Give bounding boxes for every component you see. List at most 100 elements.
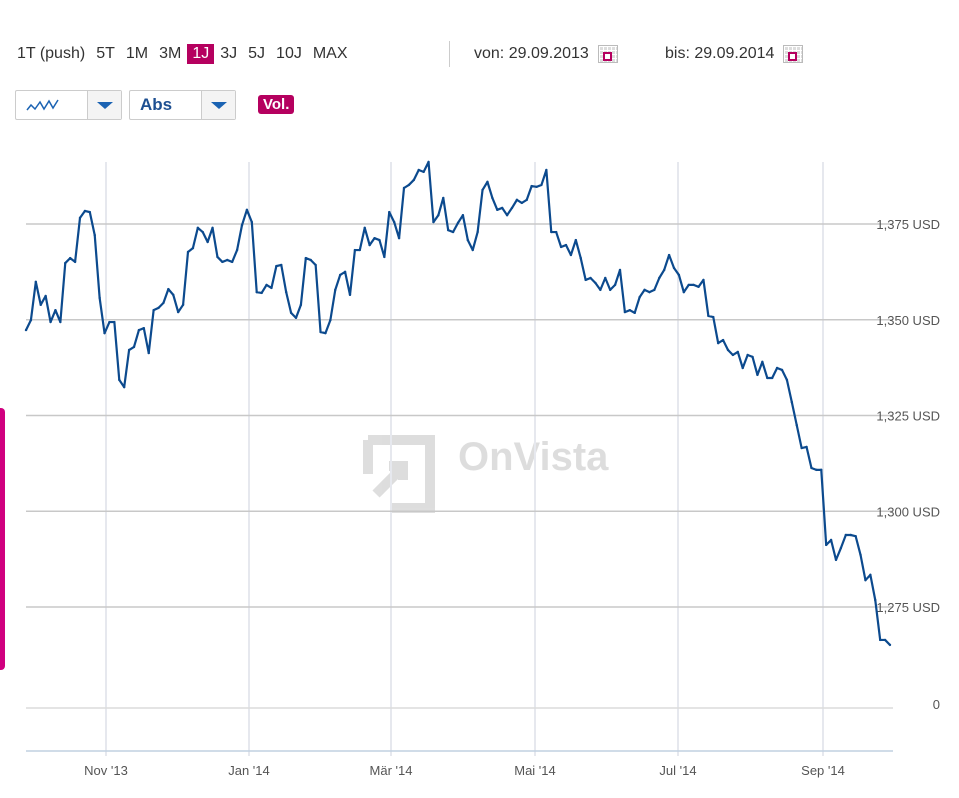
data-point [270, 286, 273, 290]
x-tick-label: Mai '14 [514, 763, 556, 778]
data-point [373, 236, 376, 240]
data-point [68, 256, 72, 260]
data-point [741, 366, 744, 370]
data-point [334, 288, 337, 292]
data-point [412, 178, 416, 182]
data-point [854, 534, 857, 538]
side-tab[interactable] [0, 408, 5, 670]
y-tick-label: 1,325 USD [876, 409, 940, 424]
data-point [358, 248, 362, 252]
data-point [790, 400, 794, 404]
data-point [108, 320, 111, 324]
data-point [235, 248, 239, 252]
data-point [172, 293, 175, 297]
data-point [667, 253, 671, 257]
data-point [648, 290, 651, 294]
range-5j[interactable]: 5J [248, 45, 266, 62]
data-point [618, 268, 622, 272]
dropdown-button[interactable] [201, 91, 235, 119]
data-point [540, 183, 543, 187]
data-point [746, 353, 749, 357]
x-tick-label: Jul '14 [659, 763, 696, 778]
calendar-icon[interactable] [597, 45, 618, 63]
calendar-icon[interactable] [783, 45, 804, 63]
data-point [785, 378, 789, 382]
range-1m[interactable]: 1M [125, 45, 149, 62]
data-point [24, 328, 28, 332]
data-point [569, 253, 573, 257]
data-point [319, 330, 322, 334]
data-point [481, 188, 484, 192]
from-date-value[interactable]: 29.09.2013 [508, 45, 589, 62]
range-max[interactable]: MAX [312, 45, 348, 62]
mode-label: Abs [140, 95, 173, 114]
range-1j[interactable]: 1J [187, 44, 215, 64]
data-point [520, 201, 524, 205]
data-point [559, 245, 563, 249]
data-point [383, 255, 386, 259]
range-10j[interactable]: 10J [276, 45, 302, 62]
data-point [608, 288, 612, 292]
data-point [456, 221, 460, 225]
data-point [491, 196, 494, 200]
data-point [353, 248, 357, 252]
data-point [446, 228, 450, 232]
data-point [623, 310, 627, 314]
data-point [363, 226, 366, 230]
data-point [437, 213, 440, 217]
data-point [770, 376, 774, 380]
line-chart-icon [16, 91, 87, 119]
data-point [162, 301, 165, 305]
y-tick-label: 1,300 USD [876, 504, 940, 519]
data-point [820, 468, 823, 472]
range-3j[interactable]: 3J [220, 45, 238, 62]
range-1t-push-[interactable]: 1T (push) [17, 45, 86, 62]
data-point [157, 306, 160, 310]
x-tick-label: Nov '13 [84, 763, 128, 778]
data-point [196, 226, 200, 230]
data-point [324, 331, 327, 335]
mode-select[interactable]: Abs [129, 90, 236, 120]
volume-toggle[interactable]: Vol. [258, 95, 295, 114]
data-point [864, 578, 867, 582]
data-point [49, 320, 52, 324]
data-point [486, 180, 489, 184]
data-point [697, 285, 700, 289]
range-5t[interactable]: 5T [96, 45, 115, 62]
data-point [849, 533, 852, 537]
data-point [550, 230, 553, 234]
data-point [658, 276, 661, 280]
data-point [432, 220, 435, 224]
data-point [407, 183, 411, 187]
data-point [152, 308, 155, 312]
data-point [113, 320, 116, 324]
data-point [211, 226, 214, 230]
data-point [368, 243, 371, 247]
data-point [721, 338, 725, 342]
data-point [496, 208, 499, 212]
data-point [883, 638, 887, 642]
data-point [442, 196, 445, 200]
data-point [388, 210, 391, 214]
data-point [29, 318, 33, 322]
data-point [289, 311, 293, 315]
data-point [653, 288, 656, 292]
data-point [810, 466, 813, 470]
range-3m[interactable]: 3M [159, 45, 182, 62]
data-point [633, 311, 636, 315]
data-point [471, 248, 474, 252]
data-point [255, 290, 258, 294]
data-point [88, 210, 92, 214]
data-point [594, 281, 597, 285]
to-date-value[interactable]: 29.09.2014 [694, 45, 775, 62]
data-point [59, 320, 62, 324]
data-point [589, 276, 592, 280]
data-point [397, 236, 401, 240]
data-point [766, 376, 769, 380]
data-point [800, 446, 803, 450]
dropdown-button[interactable] [87, 91, 121, 119]
data-point [221, 260, 224, 264]
chart-type-select[interactable] [15, 90, 122, 120]
data-point [422, 170, 425, 174]
